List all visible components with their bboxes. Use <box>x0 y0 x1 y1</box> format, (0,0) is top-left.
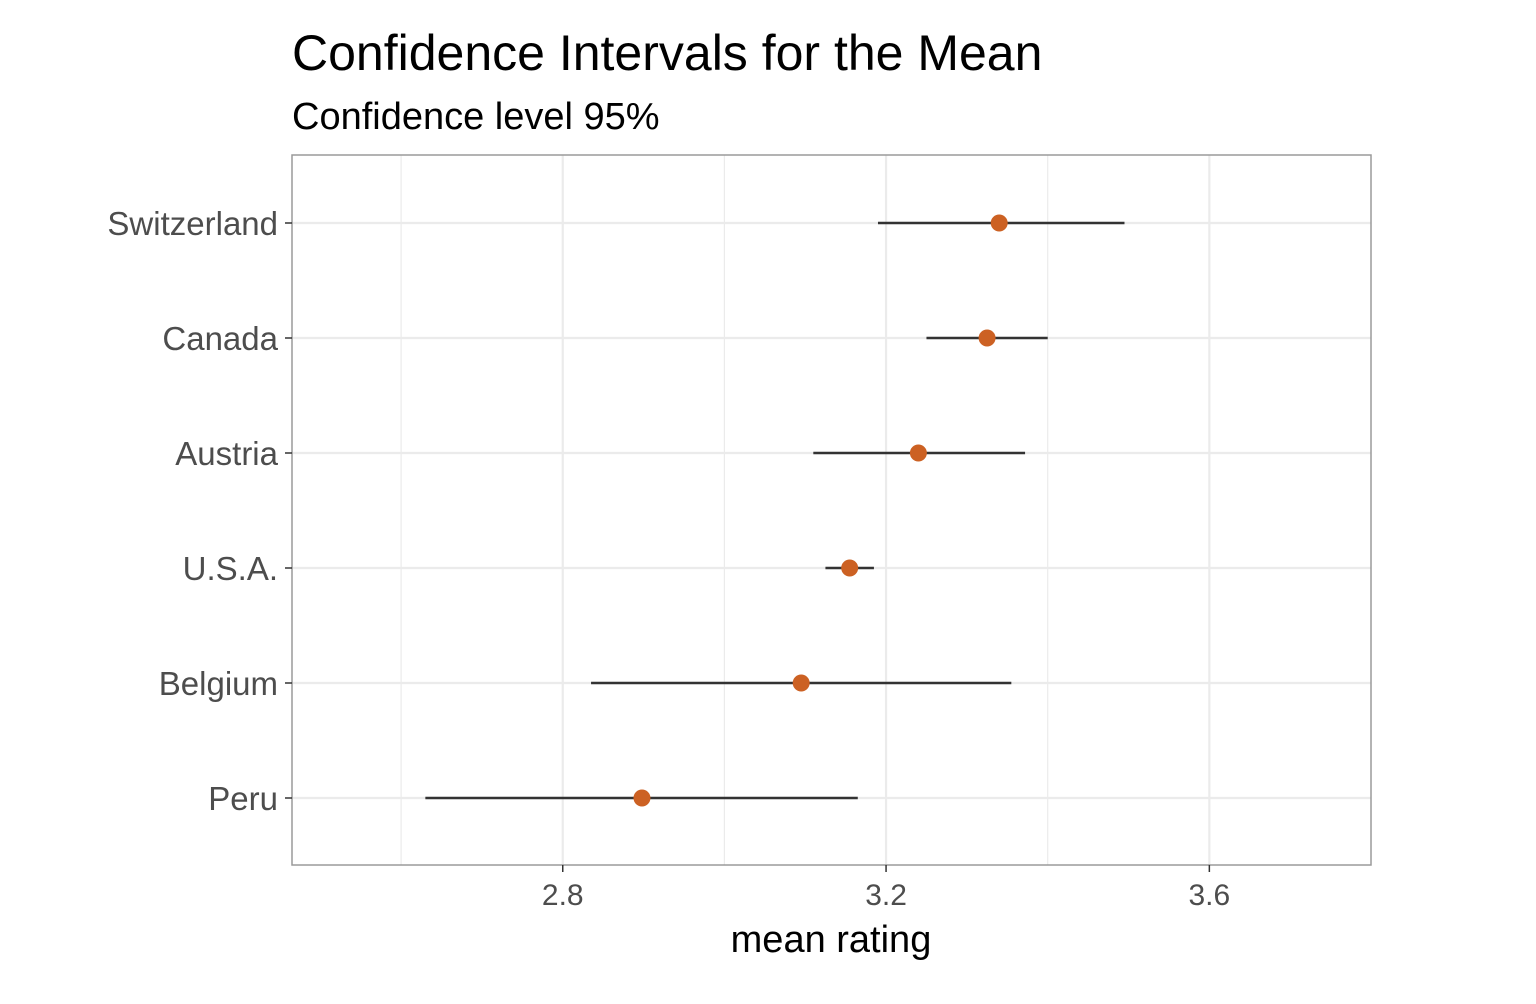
x-tick-label-0: 2.8 <box>542 879 584 912</box>
y-tick-label-austria: Austria <box>175 435 278 472</box>
mean-point-belgium <box>792 674 810 692</box>
y-tick-label-usa: U.S.A. <box>183 550 278 587</box>
x-tick-label-2: 3.6 <box>1188 879 1230 912</box>
mean-points <box>633 214 1008 807</box>
y-tick-label-canada: Canada <box>162 320 278 357</box>
mean-point-canada <box>978 329 996 347</box>
x-axis-ticks: 2.8 3.2 3.6 <box>542 865 1230 912</box>
y-tick-label-belgium: Belgium <box>159 665 278 702</box>
chart-subtitle: Confidence level 95% <box>292 96 660 138</box>
mean-point-peru <box>633 789 651 807</box>
chart-title: Confidence Intervals for the Mean <box>292 25 1042 81</box>
y-tick-label-peru: Peru <box>208 780 278 817</box>
plot-panel-border <box>291 154 1372 866</box>
y-tick-label-switzerland: Switzerland <box>107 205 278 242</box>
mean-point-switzerland <box>990 214 1008 232</box>
x-tick-label-1: 3.2 <box>865 879 907 912</box>
mean-point-austria <box>909 444 927 462</box>
confidence-intervals <box>425 221 1125 800</box>
mean-point-usa <box>841 559 859 577</box>
grid-lines <box>292 155 1371 865</box>
x-axis-label: mean rating <box>731 919 932 961</box>
y-axis-labels: Switzerland Canada Austria U.S.A. Belgium Per… <box>107 205 292 817</box>
